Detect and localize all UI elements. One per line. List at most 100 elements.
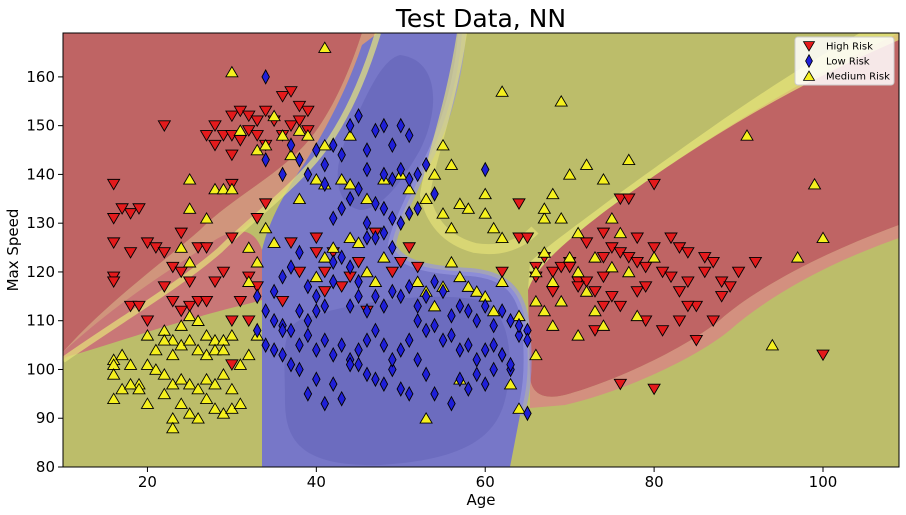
region-yellow-band-mid bbox=[419, 33, 539, 255]
data-point bbox=[182, 377, 197, 390]
data-point bbox=[115, 203, 129, 215]
data-point bbox=[208, 139, 222, 152]
data-point bbox=[269, 342, 279, 358]
data-point bbox=[455, 342, 465, 358]
data-point bbox=[579, 158, 594, 170]
data-point bbox=[537, 304, 552, 317]
data-points bbox=[106, 41, 830, 434]
data-point bbox=[529, 294, 543, 307]
data-point bbox=[317, 41, 332, 53]
data-point bbox=[225, 315, 239, 327]
data-point bbox=[681, 300, 695, 313]
data-point bbox=[312, 142, 321, 158]
data-point bbox=[689, 334, 704, 347]
data-point bbox=[697, 252, 712, 264]
data-point bbox=[571, 281, 585, 293]
data-point bbox=[309, 232, 324, 245]
data-point bbox=[252, 322, 262, 339]
data-point bbox=[362, 366, 372, 383]
data-point bbox=[309, 270, 324, 283]
data-point bbox=[292, 124, 307, 136]
data-point bbox=[506, 312, 515, 329]
data-point bbox=[182, 333, 197, 346]
data-point bbox=[132, 203, 146, 215]
data-point bbox=[596, 271, 611, 284]
data-point bbox=[132, 300, 146, 313]
data-point bbox=[537, 246, 552, 258]
data-point bbox=[480, 161, 490, 178]
data-point bbox=[303, 312, 313, 329]
data-point bbox=[284, 237, 298, 249]
data-point bbox=[579, 237, 594, 249]
data-point bbox=[157, 281, 172, 293]
data-point bbox=[269, 312, 279, 329]
data-point bbox=[258, 105, 273, 118]
data-point bbox=[486, 221, 501, 234]
data-point bbox=[157, 247, 172, 259]
data-point bbox=[495, 266, 509, 279]
data-point bbox=[362, 332, 372, 349]
data-point bbox=[225, 149, 239, 162]
data-point bbox=[655, 325, 670, 337]
data-point bbox=[250, 115, 265, 128]
legend: High Risk Low Risk Medium Risk bbox=[794, 36, 895, 86]
data-point bbox=[402, 182, 417, 195]
data-point bbox=[385, 266, 400, 279]
data-point bbox=[250, 213, 265, 225]
data-point bbox=[286, 137, 296, 154]
data-point bbox=[261, 69, 270, 85]
data-point bbox=[421, 156, 431, 173]
data-point bbox=[621, 153, 636, 166]
data-point bbox=[182, 255, 197, 268]
data-point bbox=[208, 377, 222, 390]
data-point bbox=[436, 207, 450, 219]
data-point bbox=[469, 285, 484, 297]
data-point bbox=[816, 231, 830, 244]
data-point bbox=[157, 387, 172, 400]
data-point bbox=[106, 178, 121, 191]
data-point bbox=[320, 156, 330, 173]
data-point bbox=[284, 120, 298, 132]
data-point bbox=[303, 166, 313, 183]
data-point bbox=[233, 358, 248, 370]
data-point bbox=[816, 349, 830, 362]
y-tick-label: 80 bbox=[36, 458, 55, 476]
data-point bbox=[343, 177, 357, 190]
data-point bbox=[303, 327, 313, 344]
data-point bbox=[337, 200, 346, 217]
data-point bbox=[444, 158, 459, 170]
data-point bbox=[317, 266, 332, 279]
data-point bbox=[328, 210, 338, 227]
data-point bbox=[388, 210, 397, 227]
data-point bbox=[174, 372, 189, 385]
data-point bbox=[149, 343, 163, 356]
data-point bbox=[106, 368, 121, 380]
data-point bbox=[430, 186, 439, 202]
data-point bbox=[320, 176, 330, 193]
data-point bbox=[165, 333, 180, 346]
data-point bbox=[388, 283, 397, 300]
y-tick-label: 160 bbox=[26, 68, 55, 86]
y-tick-label: 90 bbox=[36, 409, 55, 427]
data-point bbox=[199, 295, 214, 308]
x-tick-label: 40 bbox=[307, 473, 326, 491]
data-point bbox=[379, 200, 389, 217]
data-point bbox=[191, 382, 205, 395]
decision-regions bbox=[63, 33, 899, 467]
data-point bbox=[360, 192, 374, 205]
data-point bbox=[208, 182, 222, 195]
data-point bbox=[174, 319, 189, 331]
data-point bbox=[396, 117, 406, 134]
data-point bbox=[489, 337, 498, 353]
data-point bbox=[447, 307, 456, 324]
x-tick-label: 100 bbox=[809, 473, 838, 491]
data-point bbox=[765, 338, 780, 351]
data-point bbox=[174, 397, 189, 409]
data-point bbox=[562, 251, 577, 263]
data-point bbox=[267, 236, 281, 248]
data-point bbox=[404, 171, 414, 188]
data-point bbox=[371, 122, 380, 139]
data-point bbox=[317, 286, 332, 298]
data-point bbox=[647, 383, 661, 396]
